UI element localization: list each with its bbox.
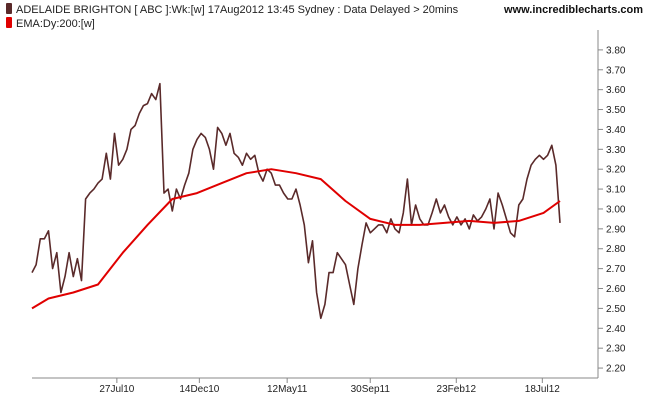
x-tick-label: 18Jul12 <box>525 384 560 395</box>
legend-main: ADELAIDE BRIGHTON [ ABC ]:Wk:[w] 17Aug20… <box>6 3 459 16</box>
legend-ema-label: EMA:Dy:200:[w] <box>16 18 95 30</box>
y-tick-label: 3.30 <box>606 145 626 156</box>
x-tick-label: 12May11 <box>267 384 308 395</box>
legend-ema: EMA:Dy:200:[w] <box>6 17 95 30</box>
legend-main-label: ADELAIDE BRIGHTON [ ABC ]:Wk:[w] 17Aug20… <box>16 4 459 16</box>
y-tick-label: 3.40 <box>606 125 626 136</box>
y-tick-label: 2.40 <box>606 324 626 335</box>
ema-series-line <box>31 168 561 310</box>
y-tick-label: 2.70 <box>606 264 626 275</box>
y-tick-label: 2.30 <box>606 344 626 355</box>
ema-swatch-icon <box>6 17 12 28</box>
y-tick-label: 2.60 <box>606 284 626 295</box>
y-axis-ticks: 2.20 2.30 2.40 2.50 2.60 2.70 2.80 2.90 3.00 3.10… <box>598 45 626 375</box>
y-tick-label: 3.10 <box>606 185 626 196</box>
x-tick-label: 23Feb12 <box>437 384 477 395</box>
x-axis-ticks: 27Jul10 14Dec10 12May11 30Sep11 23Feb12 18Jul… <box>99 378 560 395</box>
price-series-line <box>31 82 561 320</box>
site-watermark: www.incrediblecharts.com <box>503 4 643 16</box>
price-swatch-icon <box>6 3 12 14</box>
y-tick-label: 2.90 <box>606 224 626 235</box>
x-tick-label: 30Sep11 <box>351 384 391 395</box>
plot-area: 2.20 2.30 2.40 2.50 2.60 2.70 2.80 2.90 3.00 3.10… <box>31 30 626 395</box>
y-tick-label: 2.80 <box>606 244 626 255</box>
y-tick-label: 3.60 <box>606 85 626 96</box>
y-tick-label: 3.20 <box>606 165 626 176</box>
x-tick-label: 14Dec10 <box>179 384 219 395</box>
x-tick-label: 27Jul10 <box>99 384 134 395</box>
y-tick-label: 2.50 <box>606 304 626 315</box>
series-layer <box>31 82 561 320</box>
y-tick-label: 2.20 <box>606 364 626 375</box>
y-tick-label: 3.50 <box>606 105 626 116</box>
y-tick-label: 3.70 <box>606 65 626 76</box>
y-tick-label: 3.80 <box>606 45 626 56</box>
y-tick-label: 3.00 <box>606 204 626 215</box>
